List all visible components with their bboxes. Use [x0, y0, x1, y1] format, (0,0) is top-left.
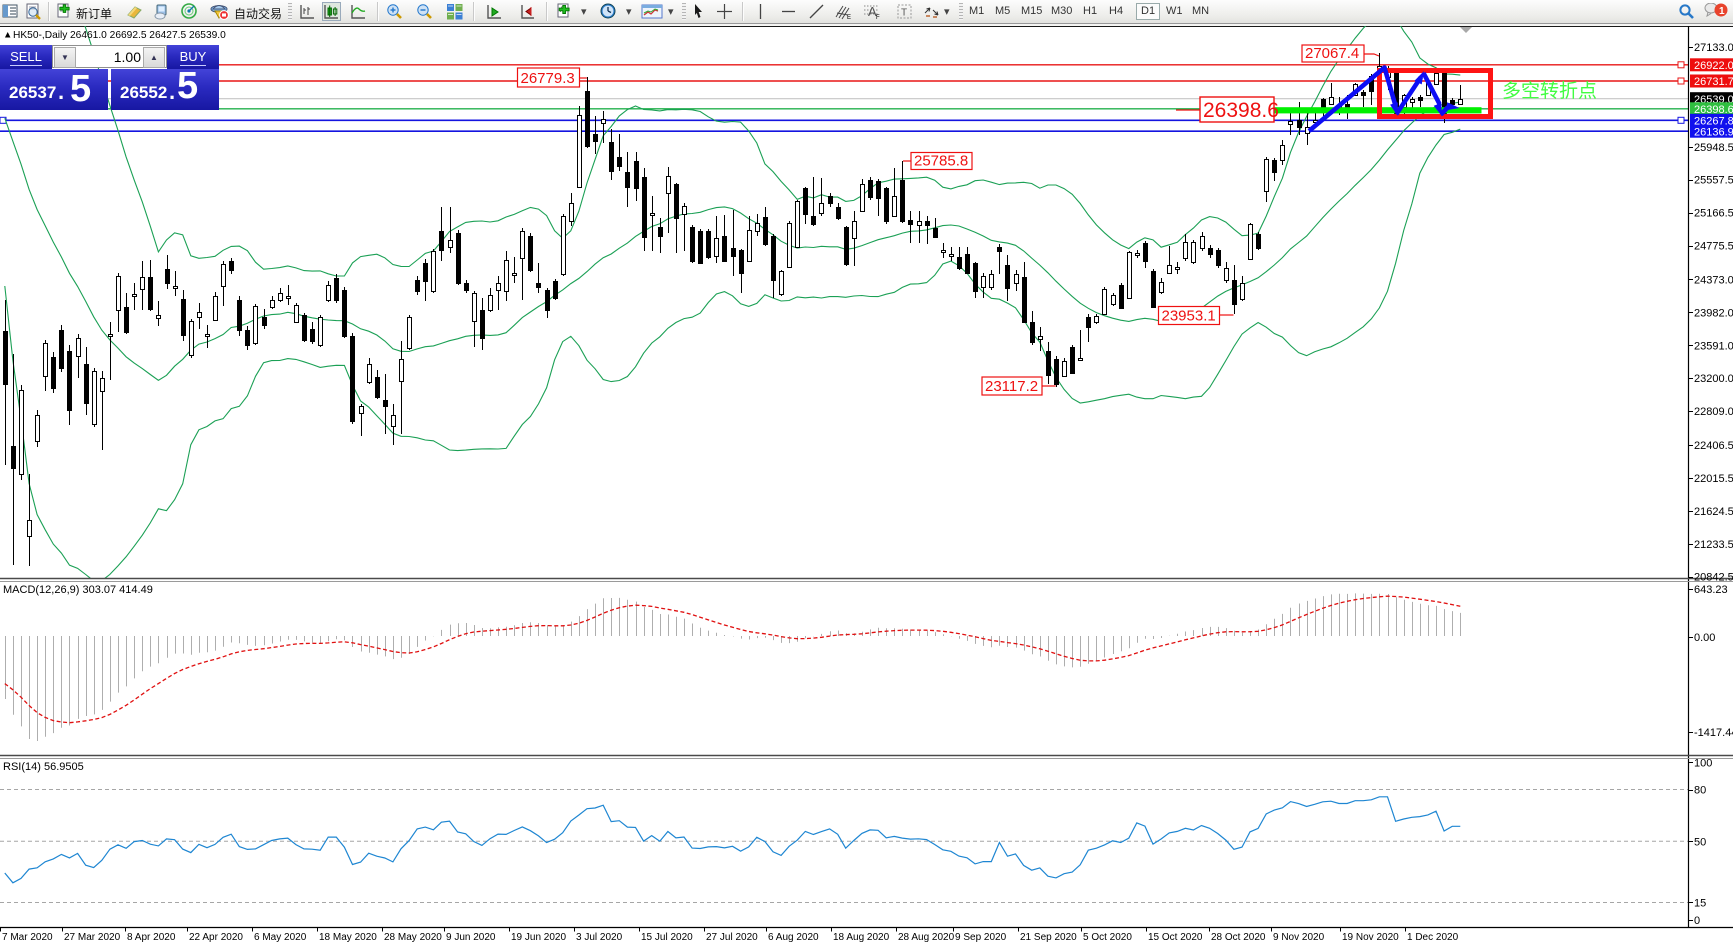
svg-text:19 Jun 2020: 19 Jun 2020	[511, 932, 566, 943]
svg-text:6 May 2020: 6 May 2020	[254, 932, 307, 943]
svg-text:MACD(12,26,9) 303.07 414.49: MACD(12,26,9) 303.07 414.49	[3, 584, 153, 596]
svg-text:28 May 2020: 28 May 2020	[384, 932, 442, 943]
svg-text:多空转折点: 多空转折点	[1502, 80, 1597, 102]
svg-text:1 Dec 2020: 1 Dec 2020	[1407, 932, 1459, 943]
svg-text:21233.5: 21233.5	[1694, 539, 1733, 551]
svg-text:E: E	[847, 15, 851, 20]
svg-text:25166.5: 25166.5	[1694, 208, 1733, 220]
svg-text:643.23: 643.23	[1694, 584, 1728, 596]
svg-text:26922.0: 26922.0	[1694, 60, 1733, 72]
svg-text:F: F	[876, 15, 880, 20]
svg-text:50: 50	[1694, 836, 1706, 848]
svg-text:0.00: 0.00	[1694, 632, 1715, 644]
svg-text:26779.3: 26779.3	[521, 70, 575, 87]
svg-text:23953.1: 23953.1	[1162, 308, 1216, 325]
svg-text:27133.0: 27133.0	[1694, 42, 1733, 54]
svg-text:-1417.44: -1417.44	[1694, 727, 1733, 739]
svg-text:80: 80	[1694, 785, 1706, 797]
svg-text:22015.5: 22015.5	[1694, 473, 1733, 485]
svg-text:9 Jun 2020: 9 Jun 2020	[446, 932, 496, 943]
svg-text:23200.0: 23200.0	[1694, 373, 1733, 385]
svg-text:23117.2: 23117.2	[985, 378, 1038, 395]
svg-text:22809.0: 22809.0	[1694, 406, 1733, 418]
svg-text:24373.0: 24373.0	[1694, 274, 1733, 286]
svg-text:3 Jul 2020: 3 Jul 2020	[576, 932, 623, 943]
svg-text:28 Oct 2020: 28 Oct 2020	[1211, 932, 1266, 943]
svg-text:23591.0: 23591.0	[1694, 340, 1733, 352]
svg-text:15: 15	[1694, 898, 1706, 910]
svg-text:26461.0 26692.5 26427.5 26539.: 26461.0 26692.5 26427.5 26539.0	[70, 30, 226, 41]
svg-text:24775.5: 24775.5	[1694, 241, 1733, 253]
svg-text:22406.5: 22406.5	[1694, 440, 1733, 452]
svg-text:26398.6: 26398.6	[1694, 104, 1733, 116]
svg-text:15 Oct 2020: 15 Oct 2020	[1148, 932, 1203, 943]
svg-text:21624.5: 21624.5	[1694, 506, 1733, 518]
svg-text:9 Nov 2020: 9 Nov 2020	[1273, 932, 1325, 943]
svg-text:27 Jul 2020: 27 Jul 2020	[706, 932, 758, 943]
svg-text:HK50-,Daily: HK50-,Daily	[13, 30, 68, 41]
svg-text:7 Mar 2020: 7 Mar 2020	[2, 932, 53, 943]
svg-text:9 Sep 2020: 9 Sep 2020	[955, 932, 1007, 943]
svg-text:26731.7: 26731.7	[1694, 76, 1733, 88]
svg-text:26398.6: 26398.6	[1203, 99, 1279, 122]
svg-text:26136.9: 26136.9	[1694, 126, 1733, 138]
svg-text:T: T	[901, 8, 907, 19]
svg-text:22 Apr 2020: 22 Apr 2020	[189, 932, 243, 943]
svg-text:20842.5: 20842.5	[1694, 572, 1733, 584]
svg-text:28 Aug 2020: 28 Aug 2020	[898, 932, 955, 943]
svg-text:1: 1	[1719, 6, 1725, 17]
svg-text:18 Aug 2020: 18 Aug 2020	[833, 932, 890, 943]
svg-text:100: 100	[1694, 758, 1712, 770]
svg-text:8 Apr 2020: 8 Apr 2020	[127, 932, 176, 943]
svg-text:27 Mar 2020: 27 Mar 2020	[64, 932, 121, 943]
svg-text:27067.4: 27067.4	[1305, 45, 1359, 62]
svg-text:25785.8: 25785.8	[914, 153, 968, 170]
svg-text:5 Oct 2020: 5 Oct 2020	[1083, 932, 1132, 943]
svg-text:25557.5: 25557.5	[1694, 175, 1733, 187]
svg-text:26267.8: 26267.8	[1694, 116, 1733, 128]
svg-text:18 May 2020: 18 May 2020	[319, 932, 377, 943]
svg-text:6 Aug 2020: 6 Aug 2020	[768, 932, 819, 943]
svg-text:15 Jul 2020: 15 Jul 2020	[641, 932, 693, 943]
svg-text:25948.5: 25948.5	[1694, 142, 1733, 154]
svg-text:21 Sep 2020: 21 Sep 2020	[1020, 932, 1077, 943]
svg-text:19 Nov 2020: 19 Nov 2020	[1342, 932, 1399, 943]
svg-text:23982.0: 23982.0	[1694, 307, 1733, 319]
svg-text:0: 0	[1694, 915, 1700, 927]
svg-text:▲: ▲	[3, 30, 12, 41]
svg-text:RSI(14) 56.9505: RSI(14) 56.9505	[3, 761, 84, 773]
